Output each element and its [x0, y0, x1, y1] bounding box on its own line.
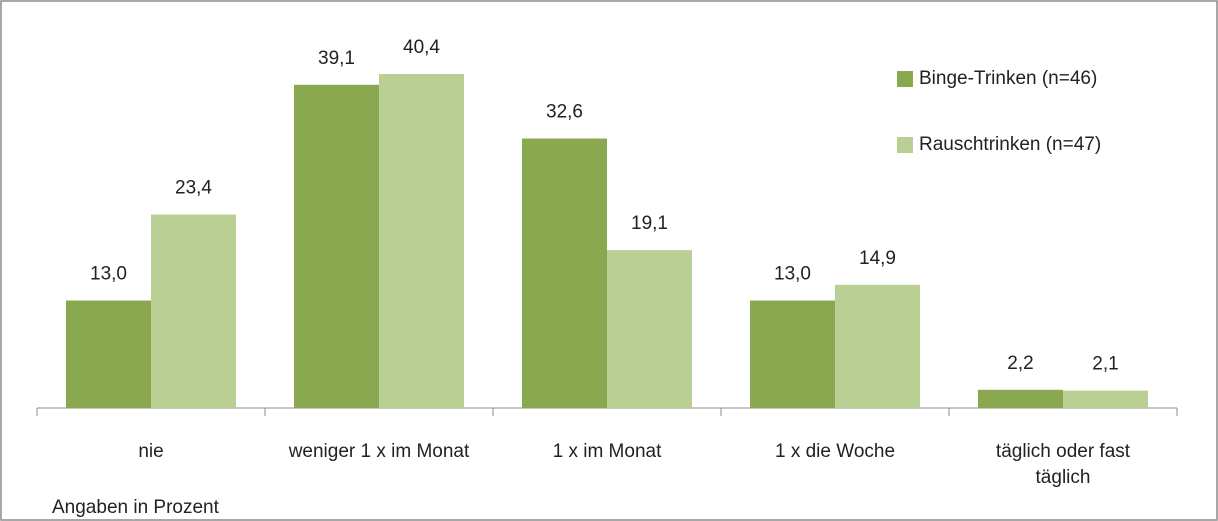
x-tick-label: weniger 1 x im Monat	[288, 441, 470, 462]
legend-swatch	[897, 137, 913, 153]
bar	[607, 250, 692, 408]
x-tick-label: nie	[138, 441, 164, 462]
legend-label: Rauschtrinken (n=47)	[919, 134, 1101, 155]
data-label: 13,0	[774, 264, 811, 285]
bar	[835, 284, 920, 408]
bar	[978, 389, 1063, 408]
bar	[151, 214, 236, 408]
bar	[294, 84, 379, 409]
legend-label: Binge-Trinken (n=46)	[919, 68, 1097, 89]
bar	[379, 74, 464, 408]
data-label: 14,9	[859, 248, 896, 269]
bar	[66, 300, 151, 408]
annotation: Angaben in Prozent	[52, 497, 220, 518]
bar	[750, 300, 835, 408]
data-label: 39,1	[318, 48, 355, 69]
bar	[522, 138, 607, 409]
data-label: 40,4	[403, 37, 440, 58]
bar	[1063, 390, 1148, 408]
data-label: 19,1	[631, 213, 668, 234]
x-tick-label: täglich oder fast täglich	[995, 441, 1131, 488]
x-tick-label: 1 x die Woche	[774, 441, 896, 462]
data-label: 32,6	[546, 102, 583, 123]
data-label: 2,1	[1092, 354, 1118, 375]
legend-swatch	[897, 71, 913, 87]
data-label: 2,2	[1007, 353, 1033, 374]
data-label: 23,4	[175, 178, 212, 199]
data-label: 13,0	[90, 264, 127, 285]
x-tick-label: 1 x im Monat	[552, 441, 662, 462]
